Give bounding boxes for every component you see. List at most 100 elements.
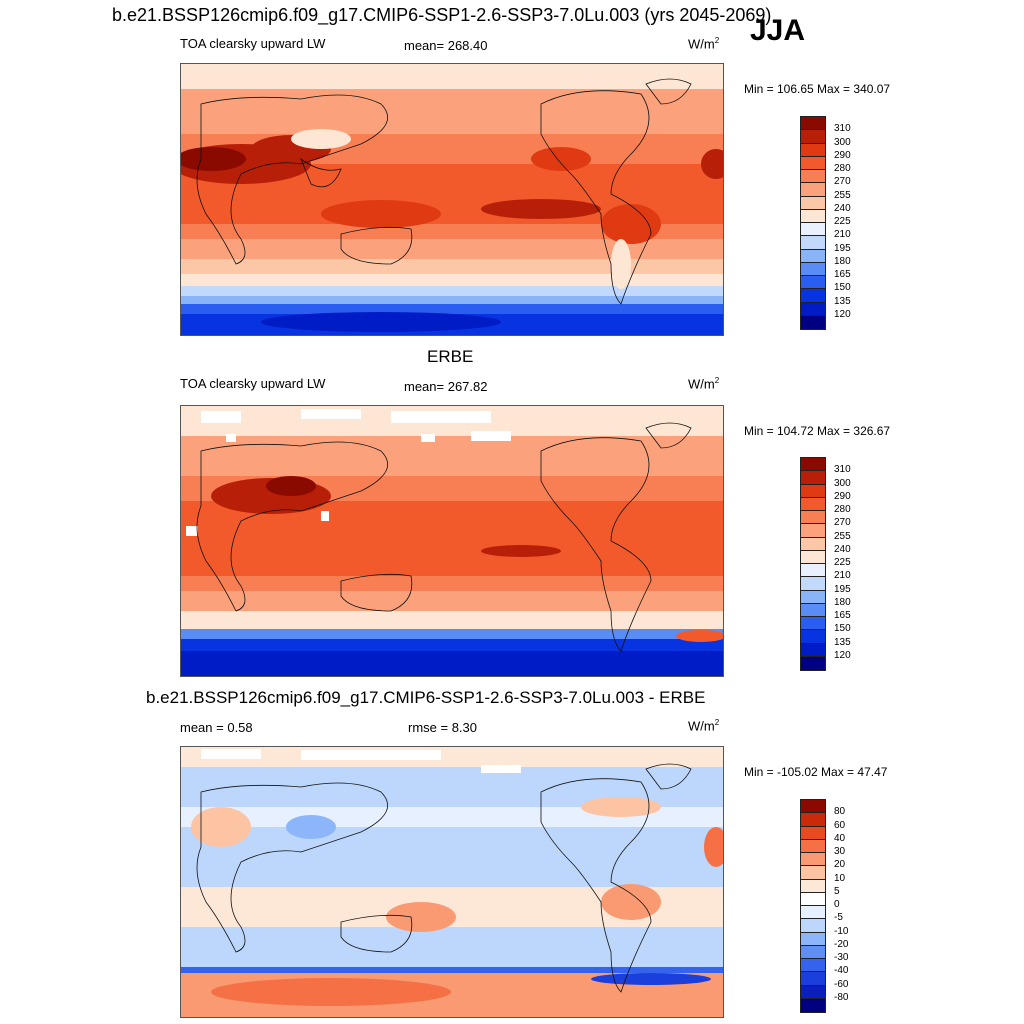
panel-model-minmax: Min = 106.65 Max = 340.07 [744,82,891,96]
panel-obs-mean-label: mean= 267.82 [404,379,488,394]
colorbar-swatch [801,130,825,144]
colorbar-level-label: 280 [834,163,851,174]
colorbar-swatch [801,800,825,814]
panel-obs-units: W/m2 [688,376,720,392]
panel-model-units: W/m2 [688,36,720,52]
colorbar-swatch [801,550,825,564]
panel-diff-map [180,746,724,1018]
panel-obs-minmax: Min = 104.72 Max = 326.67 [744,424,891,438]
colorbar-level-label: 210 [834,570,851,582]
colorbar-swatch [801,276,825,290]
figure-title: b.e21.BSSP126cmip6.f09_g17.CMIP6-SSP1-2.… [112,5,772,25]
colorbar-swatch [801,998,825,1012]
colorbar-swatch [801,236,825,250]
colorbar-swatch [801,892,825,906]
season-label: JJA [750,14,806,47]
colorbar-swatch [801,590,825,604]
colorbar-swatch [801,196,825,210]
colorbar-swatch [801,524,825,538]
colorbar-level-label: 240 [834,543,851,555]
colorbar-swatch [801,919,825,933]
colorbar-level-label: 165 [834,610,851,621]
colorbar-level-label: 180 [834,596,851,608]
colorbar-swatch [801,458,825,472]
colorbar-level-label: 310 [834,123,851,135]
colorbar-level-label: 255 [834,189,851,201]
colorbar-swatch [801,223,825,237]
colorbar-level-label: 120 [834,308,851,320]
colorbar-level-label: 195 [834,583,851,595]
panel-obs-variable-label: TOA clearsky upward LW [180,376,326,391]
colorbar-level-label: -10 [834,925,849,937]
colorbar-swatch [801,170,825,184]
colorbar-level-label: -60 [834,978,849,990]
colorbar-swatch [801,471,825,485]
colorbar-swatch [801,209,825,223]
colorbar-swatch [801,630,825,644]
colorbar-swatch [801,484,825,498]
panel-model-colorbar: 310 300 290 280 270 255 240 225 210 195 180 165 150 1… [800,116,880,330]
panel-model-variable-label: TOA clearsky upward LW [180,36,326,51]
panel-model-map [180,63,724,336]
colorbar-swatch [801,853,825,867]
panel-diff-colorbar: 80 60 40 30 20 10 5 0 -5 -10 -20 -30 -40 -60 -80 [800,799,880,1013]
colorbar-swatch [801,262,825,276]
colorbar-swatch [801,511,825,525]
colorbar-level-label: 165 [834,269,851,280]
colorbar-level-label: 135 [834,295,851,307]
colorbar-level-label: -5 [834,912,843,924]
colorbar-swatch [801,656,825,670]
colorbar-swatch [801,643,825,657]
colorbar-swatch [801,906,825,920]
colorbar-swatch [801,564,825,578]
colorbar-swatch [801,183,825,197]
colorbar-swatch [801,315,825,329]
colorbar-level-label: -30 [834,952,849,963]
colorbar-swatch [801,813,825,827]
colorbar-swatch [801,866,825,880]
colorbar-level-label: 195 [834,242,851,254]
colorbar-level-label: 290 [834,149,851,161]
colorbar-level-label: 30 [834,846,846,857]
panel-diff-units: W/m2 [688,718,720,734]
colorbar-level-label: 210 [834,229,851,241]
panel-model-mean-label: mean= 268.40 [404,38,488,53]
panel-diff-mean-label: mean = 0.58 [180,720,253,735]
colorbar-level-label: -20 [834,938,849,950]
colorbar-swatch [801,156,825,170]
colorbar-swatch [801,497,825,511]
colorbar-swatch [801,945,825,959]
colorbar-level-label: 40 [834,832,846,844]
colorbar-level-label: 10 [834,872,846,884]
panel-diff-minmax: Min = -105.02 Max = 47.47 [744,765,888,779]
panel-obs-colorbar-swatches [800,457,826,671]
colorbar-swatch [801,603,825,617]
panel-model-colorbar-swatches [800,116,826,330]
panel-obs-heading: ERBE [427,347,474,366]
colorbar-swatch [801,249,825,263]
panel-obs-map [180,405,724,677]
colorbar-swatch [801,879,825,893]
colorbar-level-label: 280 [834,504,851,515]
colorbar-swatch [801,826,825,840]
colorbar-level-label: 300 [834,477,851,489]
colorbar-swatch [801,972,825,986]
panel-diff-heading: b.e21.BSSP126cmip6.f09_g17.CMIP6-SSP1-2.… [146,688,706,707]
colorbar-level-label: 240 [834,202,851,214]
colorbar-level-label: 80 [834,806,846,818]
colorbar-swatch [801,289,825,303]
colorbar-level-label: 300 [834,136,851,148]
colorbar-level-label: 0 [834,899,840,910]
colorbar-swatch [801,985,825,999]
colorbar-level-label: 270 [834,176,851,188]
panel-diff-colorbar-swatches [800,799,826,1013]
colorbar-level-label: 310 [834,464,851,476]
colorbar-swatch [801,617,825,631]
colorbar-level-label: 180 [834,255,851,267]
colorbar-level-label: 120 [834,649,851,661]
colorbar-level-label: 150 [834,623,851,635]
colorbar-level-label: 60 [834,819,846,831]
colorbar-level-label: 150 [834,282,851,294]
colorbar-level-label: -80 [834,991,849,1003]
colorbar-swatch [801,959,825,973]
